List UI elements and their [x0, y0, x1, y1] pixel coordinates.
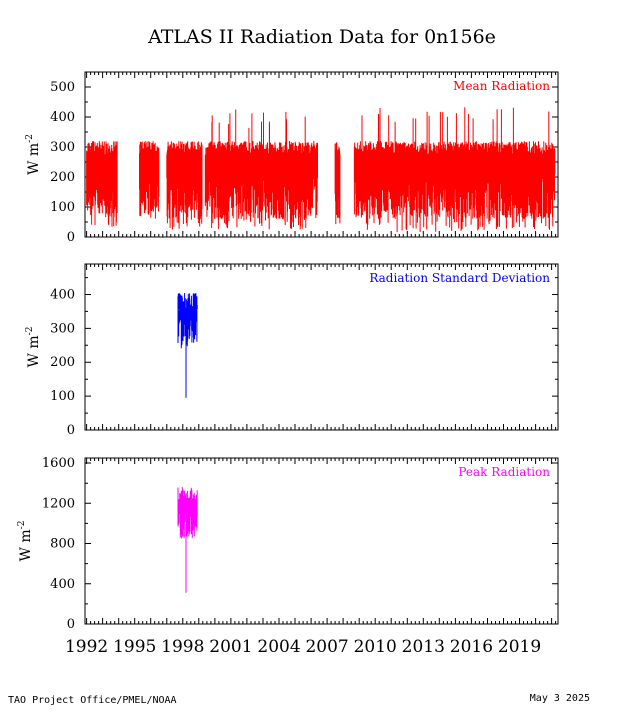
series-label: Peak Radiation [458, 465, 550, 479]
series-label: Mean Radiation [453, 79, 550, 93]
x-tick-label: 2013 [402, 637, 445, 657]
y-axis-label: W m-2 [25, 327, 42, 368]
plot-frame [84, 457, 559, 625]
y-tick-label: 300 [50, 321, 75, 336]
y-tick-label: 1200 [42, 496, 75, 511]
y-tick-label: 0 [67, 230, 75, 245]
y-axis-ticks [85, 462, 558, 625]
x-tick-label: 1998 [161, 637, 204, 657]
radiation-std-dev-panel: 0 100 200 300 400 W m-2 Radiation Standard Dev… [25, 263, 559, 438]
y-tick-label: 800 [50, 537, 75, 552]
y-tick-label: 100 [50, 200, 75, 215]
x-tick-label: 2010 [354, 637, 397, 657]
y-tick-label: 400 [50, 577, 75, 592]
x-tick-label: 2016 [450, 637, 493, 657]
x-tick-label: 2019 [498, 637, 541, 657]
y-axis-ticks [85, 277, 558, 431]
x-tick-label: 1992 [65, 637, 108, 657]
y-tick-label: 1600 [42, 456, 75, 471]
x-axis-year-labels: 1992 1995 1998 2001 2004 2007 2010 2013 2016 2019 [65, 637, 541, 657]
y-tick-label: 300 [50, 140, 75, 155]
data-trace [177, 487, 198, 539]
series-label: Radiation Standard Deviation [369, 271, 550, 285]
footer-date: May 3 2025 [530, 693, 590, 704]
data-trace [177, 293, 198, 349]
y-axis-label: W m-2 [25, 134, 42, 175]
y-tick-label: 0 [67, 617, 75, 632]
y-tick-label: 200 [50, 355, 75, 370]
y-tick-label: 0 [67, 423, 75, 438]
x-tick-label: 1995 [113, 637, 156, 657]
plot-frame [84, 71, 559, 238]
footer-credit: TAO Project Office/PMEL/NOAA [8, 695, 177, 706]
x-axis-ticks [86, 458, 557, 624]
y-tick-label: 400 [50, 287, 75, 302]
y-tick-label: 500 [50, 80, 75, 95]
peak-radiation-panel: 0 400 800 1200 1600 W m-2 Peak Radiation [17, 456, 559, 632]
y-tick-label: 100 [50, 389, 75, 404]
x-tick-label: 2004 [257, 637, 300, 657]
y-axis-label: W m-2 [17, 521, 34, 562]
y-tick-label: 200 [50, 170, 75, 185]
y-tick-label: 400 [50, 110, 75, 125]
x-tick-label: 2007 [305, 637, 348, 657]
x-axis-ticks [86, 72, 557, 237]
chart-title: ATLAS II Radiation Data for 0n156e [147, 26, 496, 48]
data-trace [86, 107, 556, 233]
x-axis-ticks [86, 264, 557, 430]
x-tick-label: 2001 [209, 637, 252, 657]
mean-radiation-panel: 0 100 200 300 400 500 W m-2 Mean Radiation [25, 71, 559, 245]
plot-frame [84, 263, 559, 431]
